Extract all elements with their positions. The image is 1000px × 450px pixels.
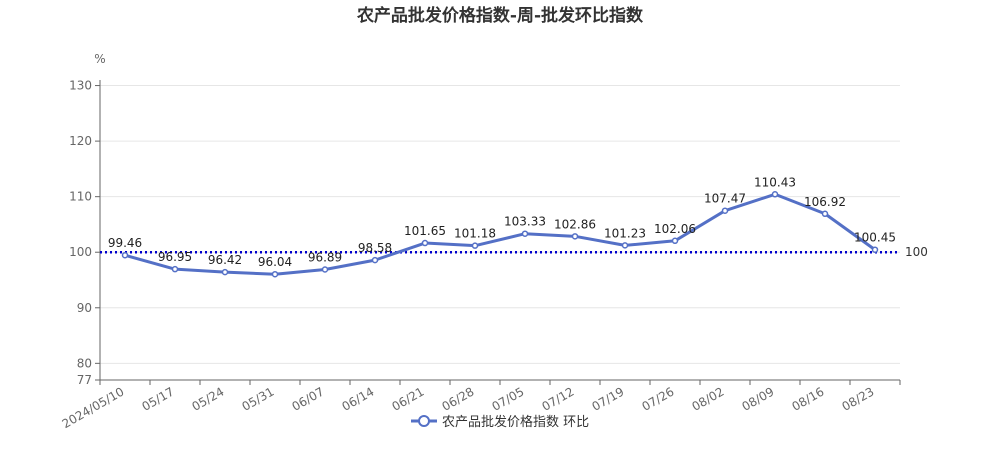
data-label: 96.04 [258,255,292,269]
x-tick-label: 06/07 [290,384,327,413]
reference-line-label: 100 [905,245,928,259]
x-tick-label: 08/02 [690,384,727,413]
x-tick-label: 07/05 [490,384,527,413]
data-point [221,268,229,276]
data-label: 96.95 [158,250,192,264]
y-tick-label: 100 [69,245,92,259]
data-point [421,239,429,247]
x-tick-label: 07/26 [640,384,677,413]
data-point [871,246,879,253]
reference-line-group: 100 [100,245,928,259]
x-tick-label: 07/12 [540,384,577,413]
legend[interactable]: 农产品批发价格指数 环比 [411,414,589,430]
x-tick-label: 06/28 [440,384,477,413]
x-tick-label: 06/21 [390,384,427,413]
data-point [621,242,629,249]
y-tick-label: 80 [77,356,92,370]
y-tick-label: 77 [77,373,92,387]
data-point [571,233,579,240]
series-line [124,192,876,276]
data-label: 107.47 [704,192,746,206]
grid-lines [100,85,900,364]
data-label: 110.43 [754,175,796,189]
x-tick-label: 05/24 [190,384,227,413]
data-point [121,251,129,259]
x-tick-label: 05/17 [140,384,177,413]
data-label: 100.45 [854,231,896,245]
x-tick-label: 08/09 [740,384,777,413]
legend-marker [418,415,430,427]
y-tick-label: 110 [69,190,92,204]
y-axis-unit: % [94,52,105,66]
data-labels: 99.46 96.95 96.42 96.04 96.89 98.58 101.65 101.… [108,175,896,269]
data-label: 99.46 [108,236,142,250]
data-label: 102.06 [654,222,696,236]
data-label: 101.23 [604,226,646,240]
data-point [521,230,529,237]
data-label: 103.33 [504,215,546,229]
x-tick-label: 06/14 [340,384,377,413]
data-point [471,242,479,249]
x-tick-label: 08/16 [790,384,827,413]
series-group [121,191,879,278]
x-tick-label: 07/19 [590,384,627,413]
data-label: 98.58 [358,241,392,255]
data-point [271,270,279,278]
data-label: 96.89 [308,251,342,265]
y-tick-label: 120 [69,134,92,148]
data-point [171,265,179,273]
x-tick-label: 2024/05/10 [60,384,127,431]
data-label: 106.92 [804,195,846,209]
data-label: 102.86 [554,217,596,231]
data-label: 101.18 [454,227,496,241]
data-point [721,207,729,214]
data-label: 101.65 [404,224,446,238]
chart-title: 农产品批发价格指数-周-批发环比指数 [356,5,644,26]
legend-label: 农产品批发价格指数 环比 [442,414,589,430]
data-point [821,210,829,218]
data-point [371,256,379,264]
y-tick-label: 90 [77,301,92,315]
x-tick-label: 08/23 [840,384,877,413]
x-tick-label: 05/31 [240,384,277,413]
data-point [671,237,679,245]
data-point [771,191,779,198]
y-tick-label: 130 [69,79,92,93]
data-point [321,266,329,273]
data-label: 96.42 [208,253,242,267]
